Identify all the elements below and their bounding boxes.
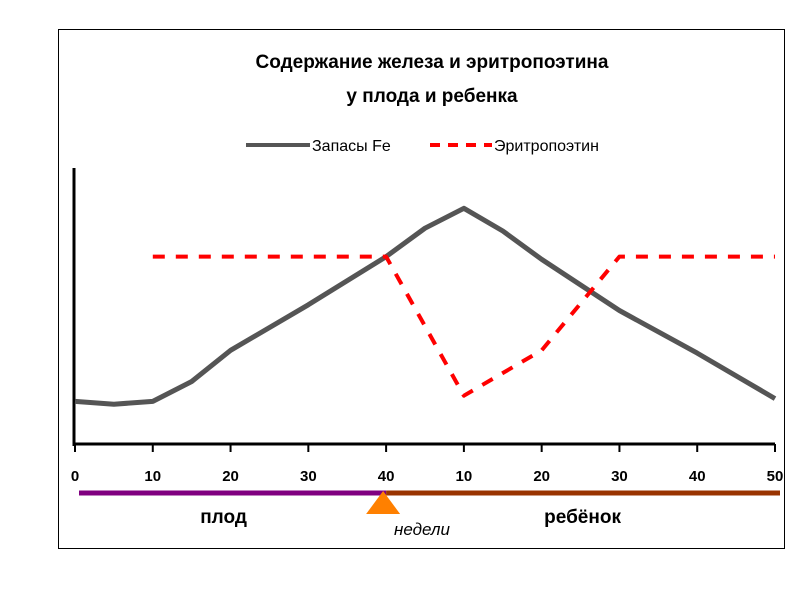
series-line-erythropoietin [152,254,775,398]
x-tick-label: 20 [533,468,550,485]
birth-marker-triangle [366,491,401,514]
chart-frame [58,29,785,549]
x-tick-label: 30 [300,468,317,485]
x-axis-unit-label: недели [394,520,450,539]
x-tick-label: 10 [456,468,473,485]
phase-label-fetus: плод [200,507,247,528]
phase-label-child: ребёнок [544,507,621,528]
x-tick-label: 20 [222,468,239,485]
legend-label-epo: Эритропоэтин [494,138,599,155]
legend-label-fe: Запасы Fe [312,138,391,155]
x-tick-label: 40 [378,468,395,485]
x-tick-label: 10 [144,468,161,485]
legend: Запасы Fe Эритропоэтин [246,138,599,155]
chart-title-line-1: Содержание железа и эритропоэтина [256,52,609,73]
x-tick-label: 40 [689,468,706,485]
chart-title-line-2: у плода и ребенка [346,86,518,107]
x-tick-label: 30 [611,468,628,485]
series-line-iron-stores [74,205,777,407]
x-tick-label: 50 [767,468,784,485]
x-tick-label: 0 [71,468,79,485]
